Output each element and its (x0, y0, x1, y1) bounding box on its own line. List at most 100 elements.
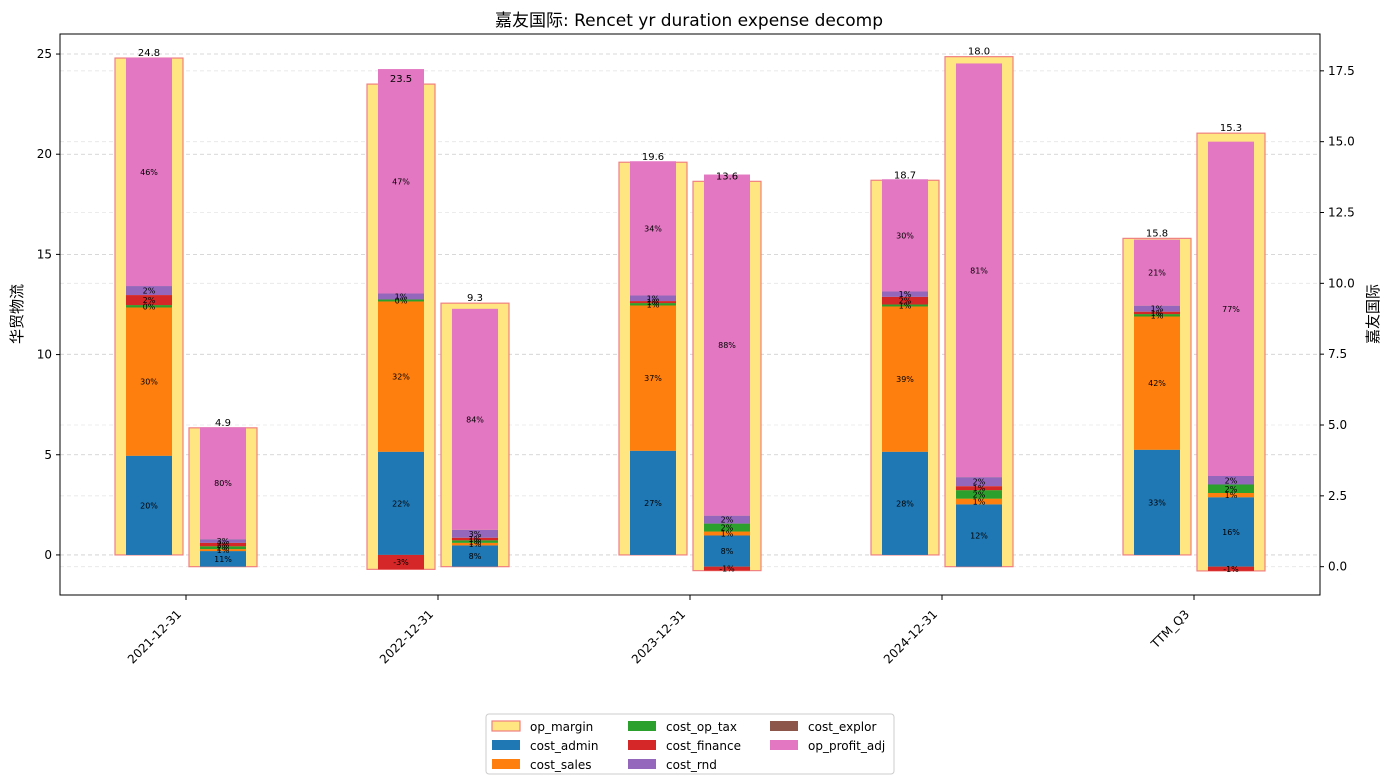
op-margin-value-label: 18.0 (968, 47, 990, 58)
y-tick-label-right: 12.5 (1328, 206, 1355, 220)
y-tick-label-left: 10 (37, 348, 52, 362)
bar-segment-cost-admin (1134, 449, 1180, 555)
segment-value-label: 1% (899, 290, 912, 299)
bar-segment-op-profit-adj (200, 427, 246, 540)
bar-segment-cost-rnd (452, 529, 498, 538)
bar-segment-cost-admin (200, 551, 246, 567)
segment-value-label: 81% (970, 266, 988, 275)
segment-value-label: 1% (973, 484, 986, 493)
bar-segment-cost-admin (452, 545, 498, 567)
bar-segment-cost-op-tax (956, 490, 1002, 499)
segment-value-label: 80% (214, 479, 232, 488)
segment-value-label: 2% (973, 478, 986, 487)
legend-swatch-cost-op-tax (628, 721, 656, 731)
y-tick-label-right: 17.5 (1328, 64, 1355, 78)
segment-value-label: 37% (644, 374, 662, 383)
bar-segment-cost-admin (956, 504, 1002, 567)
bar-segment-cost-rnd (956, 477, 1002, 487)
segment-value-label: 1% (1151, 309, 1164, 318)
bar-segment-cost-sales (704, 531, 750, 536)
y-tick-label-left: 5 (44, 448, 52, 462)
segment-value-label: 84% (466, 415, 484, 424)
bar-segment-cost-sales (1134, 316, 1180, 450)
legend-swatch-op-profit-adj (770, 740, 798, 750)
y-tick-label-left: 25 (37, 47, 52, 61)
bar-segment-cost-rnd (704, 515, 750, 524)
segment-value-label: 3% (469, 530, 482, 539)
bar-segment-cost-rnd (126, 286, 172, 296)
segment-value-label: 2% (217, 544, 230, 553)
y-tick-label-right: 2.5 (1328, 489, 1347, 503)
bars: 20%30%0%2%2%46%24.811%1%2%2%3%80%4.922%3… (114, 47, 1266, 574)
segment-value-label: 2% (1225, 485, 1238, 494)
op-margin-value-label: 4.9 (215, 418, 231, 429)
bar-segment-cost-admin (378, 451, 424, 555)
legend-label: op_margin (530, 720, 593, 734)
segment-value-label: 1% (217, 546, 230, 555)
segment-value-label: 32% (392, 373, 410, 382)
legend-swatch-cost-finance (628, 740, 656, 750)
y-tick-label-right: 10.0 (1328, 276, 1355, 290)
y-tick-label-left: 15 (37, 247, 52, 261)
segment-value-label: 20% (140, 501, 158, 510)
bar-segment-op-profit-adj (452, 308, 498, 530)
bar-segment-op-profit-adj (630, 161, 676, 296)
segment-value-label: 3% (217, 537, 230, 546)
segment-value-label: 1% (647, 294, 660, 303)
bar-segment-op-profit-adj (882, 179, 928, 292)
bar-segment-cost-admin (630, 450, 676, 555)
bar-segment-cost-finance (704, 566, 750, 571)
segment-value-label: 2% (721, 516, 734, 525)
op-margin-value-label: 18.7 (894, 170, 916, 181)
segment-value-label: 1% (395, 292, 408, 301)
bar-segment-cost-finance (200, 542, 246, 547)
bar-segment-cost-op-tax (882, 304, 928, 307)
segment-value-label: 34% (644, 224, 662, 233)
legend-swatch-cost-rnd (628, 759, 656, 769)
bar-segment-cost-rnd (200, 539, 246, 543)
segment-value-label: 77% (1222, 305, 1240, 314)
op-margin-value-label: 15.3 (1220, 123, 1242, 134)
bar-segment-cost-sales (882, 306, 928, 452)
legend-swatch-cost-explor (770, 721, 798, 731)
segment-value-label: 2% (1225, 476, 1238, 485)
segment-value-label: 2% (899, 297, 912, 306)
bar-segment-cost-sales (452, 542, 498, 546)
bar-segment-cost-op-tax (452, 540, 498, 543)
bar-segment-cost-sales (1208, 493, 1254, 498)
segment-value-label: 47% (392, 177, 410, 186)
bar-segment-cost-op-tax (126, 305, 172, 308)
segment-value-label: 42% (1148, 379, 1166, 388)
bar-segment-cost-admin (126, 455, 172, 555)
segment-value-label: 33% (1148, 498, 1166, 507)
x-tick-label: 2023-12-31 (629, 607, 688, 666)
bar-segment-cost-op-tax (630, 303, 676, 306)
y-tick-label-right: 0.0 (1328, 560, 1347, 574)
segment-value-label: 27% (644, 499, 662, 508)
op-margin-value-label: 19.6 (642, 152, 664, 163)
segment-value-label: 0% (143, 302, 156, 311)
bar-segment-cost-sales (126, 307, 172, 456)
segment-value-label: 12% (970, 532, 988, 541)
segment-value-label: 1% (1151, 311, 1164, 320)
segment-value-label: 11% (214, 555, 232, 564)
legend-label: op_profit_adj (808, 739, 885, 753)
bar-segment-cost-finance (1208, 566, 1254, 571)
y-tick-label-right: 15.0 (1328, 135, 1355, 149)
op-margin-value-label: 24.8 (138, 48, 160, 59)
segment-value-label: 1% (647, 300, 660, 309)
op-margin-value-label: 9.3 (467, 293, 483, 304)
bar-segment-cost-rnd (1208, 476, 1254, 485)
chart-title: 嘉友国际: Rencet yr duration expense decomp (495, 11, 883, 31)
bar-segment-cost-op-tax (1208, 484, 1254, 493)
segment-value-label: 1% (469, 538, 482, 547)
legend-label: cost_op_tax (666, 720, 737, 734)
y-axis-label-left: 华贸物流 (8, 284, 26, 344)
legend-label: cost_rnd (666, 758, 717, 772)
segment-value-label: 1% (721, 530, 734, 539)
segment-value-label: 2% (721, 524, 734, 533)
bar-segment-cost-admin (882, 451, 928, 555)
segment-value-label: 28% (896, 499, 914, 508)
segment-value-label: 1% (469, 535, 482, 544)
